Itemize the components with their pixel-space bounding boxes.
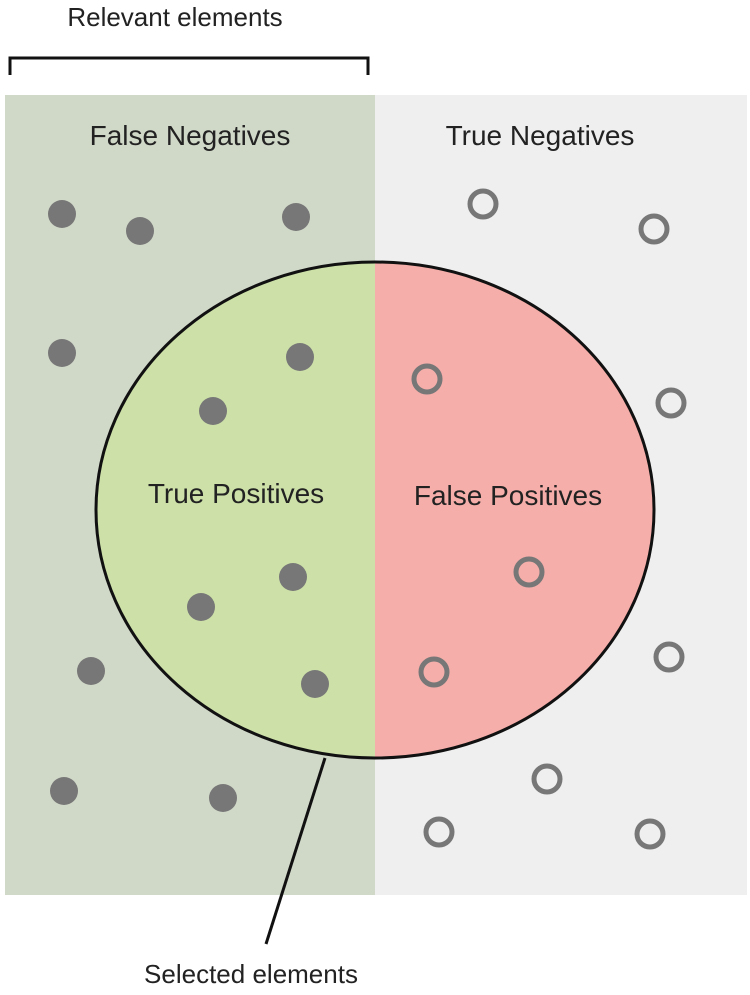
relevant-dot xyxy=(279,563,307,591)
nonrelevant-ring xyxy=(653,641,685,673)
selected-elements-label: Selected elements xyxy=(144,959,358,989)
false-negatives-label: False Negatives xyxy=(90,120,291,151)
relevant-dot xyxy=(77,657,105,685)
relevant-dot xyxy=(286,343,314,371)
relevant-bracket xyxy=(8,56,370,75)
true-positives-label: True Positives xyxy=(148,478,324,509)
relevant-dot xyxy=(209,784,237,812)
false-positive-area xyxy=(375,262,654,758)
selected-ellipse-outline xyxy=(94,260,656,760)
nonrelevant-ring xyxy=(423,816,455,848)
relevant-dot xyxy=(187,593,215,621)
nonrelevant-ring xyxy=(634,818,666,850)
selected-pointer-line xyxy=(264,757,327,945)
nonrelevant-ring xyxy=(418,656,450,688)
true-positive-area xyxy=(96,262,375,758)
relevant-elements xyxy=(48,200,329,812)
nonrelevant-elements xyxy=(411,188,687,850)
nonrelevant-ring xyxy=(531,763,563,795)
relevant-dot xyxy=(48,200,76,228)
relevant-dot xyxy=(48,339,76,367)
relevant-dot xyxy=(301,670,329,698)
nonrelevant-ring xyxy=(411,363,443,395)
nonrelevant-ring xyxy=(655,387,687,419)
relevant-elements-label: Relevant elements xyxy=(67,2,282,32)
true-negatives-label: True Negatives xyxy=(446,120,635,151)
nonrelevant-ring xyxy=(513,556,545,588)
nonrelevant-ring xyxy=(638,213,670,245)
relevant-dot xyxy=(199,397,227,425)
nonrelevant-ring xyxy=(467,188,499,220)
relevant-dot xyxy=(126,217,154,245)
relevant-dot xyxy=(50,777,78,805)
relevant-dot xyxy=(282,203,310,231)
false-positives-label: False Positives xyxy=(414,480,602,511)
